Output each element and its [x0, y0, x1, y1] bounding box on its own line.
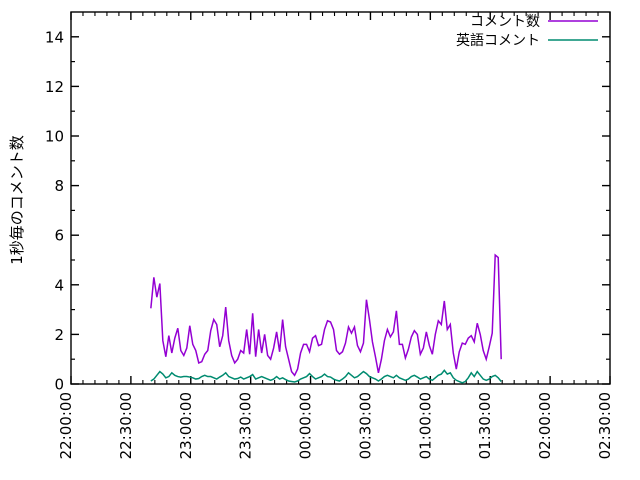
x-tick-label: 22:30:00 [117, 392, 135, 459]
y-tick-label: 4 [54, 276, 64, 294]
series-line-english-comment [150, 369, 502, 384]
x-tick-label: 23:30:00 [237, 392, 255, 459]
legend: コメント数 英語コメント [456, 14, 598, 49]
legend-label-english-comment: 英語コメント [456, 32, 540, 49]
y-tick-label: 6 [54, 227, 64, 245]
x-tick-label: 01:00:00 [416, 392, 434, 459]
x-axis-tick-labels: 22:00:00 22:30:00 23:00:00 23:30:00 00:00:00… [57, 392, 614, 459]
y-tick-label: 10 [45, 128, 64, 146]
y-axis-title: 1秒毎のコメント数 [8, 135, 26, 265]
x-tick-label: 23:00:00 [177, 392, 195, 459]
y-axis-tick-labels: 0 2 4 6 8 10 12 14 [45, 28, 64, 393]
x-tick-label: 02:00:00 [536, 392, 554, 459]
x-tick-label: 01:30:00 [476, 392, 494, 459]
y-tick-label: 12 [45, 78, 64, 96]
x-tick-label: 00:00:00 [297, 392, 315, 459]
data-series-layer [150, 253, 502, 384]
x-tick-label: 22:00:00 [57, 392, 75, 459]
y-tick-label: 8 [54, 177, 64, 195]
y-tick-label: 0 [54, 376, 64, 394]
series-line-comment-count [150, 253, 502, 377]
x-tick-label: 02:30:00 [596, 392, 614, 459]
y-tick-label: 14 [45, 28, 64, 46]
y-tick-label: 2 [54, 326, 64, 344]
legend-label-comment-count: コメント数 [470, 14, 540, 30]
x-tick-label: 00:30:00 [356, 392, 374, 459]
plot-frame [70, 11, 611, 385]
